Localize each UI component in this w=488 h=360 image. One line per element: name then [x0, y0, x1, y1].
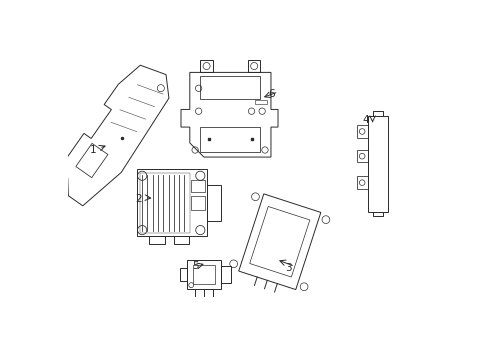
Text: 5: 5 [191, 261, 198, 271]
Text: 1: 1 [89, 145, 96, 155]
Text: 2: 2 [135, 194, 142, 204]
Text: 4: 4 [362, 115, 369, 125]
Text: 6: 6 [268, 89, 275, 99]
Text: 3: 3 [285, 263, 291, 273]
